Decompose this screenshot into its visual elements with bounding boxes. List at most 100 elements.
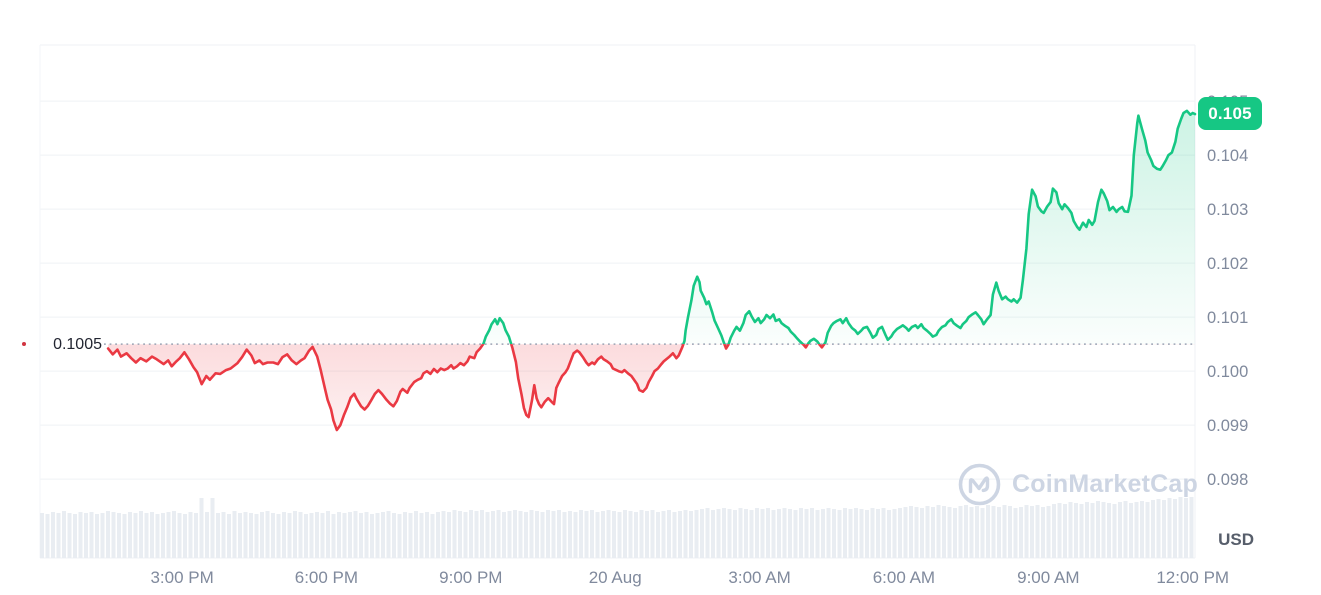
volume-bar: [56, 513, 61, 558]
volume-bar: [810, 508, 814, 558]
volume-bar: [612, 511, 616, 558]
volume-bar: [1041, 507, 1045, 558]
volume-bar: [711, 510, 715, 558]
volume-bar: [1167, 498, 1172, 558]
volume-bar: [755, 508, 759, 558]
volume-bar: [100, 513, 105, 558]
volume-bar: [513, 510, 517, 558]
volume-bar: [1096, 501, 1100, 558]
x-tick-label: 9:00 AM: [1017, 568, 1079, 587]
volume-bar: [865, 510, 869, 558]
volume-bar: [601, 511, 605, 558]
volume-bar: [914, 507, 919, 558]
volume-bar: [1107, 503, 1111, 558]
volume-bar: [375, 513, 380, 558]
volume-bar: [1024, 505, 1029, 558]
volume-bar: [903, 507, 908, 558]
volume-bar: [1057, 503, 1062, 558]
volume-bar: [1052, 504, 1056, 558]
volume-bar: [1178, 497, 1183, 558]
volume-bar: [793, 510, 798, 558]
volume-bar: [942, 506, 946, 558]
volume-bar: [502, 512, 506, 558]
volume-bar: [298, 512, 303, 558]
volume-bar: [738, 508, 743, 558]
volume-bar: [276, 514, 281, 558]
volume-bar: [210, 498, 215, 558]
volume-bar: [975, 506, 979, 558]
volume-bar: [73, 514, 77, 558]
volume-bar: [584, 511, 589, 558]
baseline-price-label: 0.1005: [53, 336, 102, 353]
volume-bar: [645, 511, 649, 558]
x-tick-label: 20 Aug: [589, 568, 642, 587]
volume-bar: [293, 511, 297, 558]
volume-bar: [606, 510, 611, 558]
y-axis-unit-label: USD: [1218, 530, 1254, 549]
volume-bar: [843, 508, 847, 558]
volume-bar: [254, 514, 259, 558]
volume-bar: [716, 509, 721, 558]
volume-bar: [518, 511, 523, 558]
x-tick-label: 3:00 PM: [150, 568, 213, 587]
volume-bar: [425, 512, 429, 558]
y-tick-label: 0.103: [1207, 201, 1248, 219]
volume-bar: [265, 511, 270, 558]
volume-bar: [535, 511, 539, 558]
volume-bar: [177, 513, 182, 558]
volume-bar: [183, 514, 187, 558]
volume-bar: [1085, 502, 1089, 558]
volume-bar: [876, 509, 880, 558]
volume-bar: [89, 512, 94, 558]
volume-bar: [953, 508, 957, 558]
volume-bar: [777, 509, 781, 558]
volume-bar: [958, 506, 963, 558]
volume-bar: [661, 511, 666, 558]
volume-bar: [1173, 499, 1177, 558]
volume-bar: [1184, 498, 1188, 558]
volume-bar: [705, 508, 710, 558]
volume-bar: [1134, 502, 1139, 558]
volume-bar: [188, 512, 193, 558]
volume-bar: [1013, 508, 1018, 558]
volume-bar: [133, 513, 138, 558]
volume-bar: [172, 511, 176, 558]
volume-bar: [485, 512, 490, 558]
volume-bar: [1063, 504, 1067, 558]
volume-bar: [359, 513, 363, 558]
volume-bar: [1162, 500, 1166, 558]
volume-bar: [309, 513, 314, 558]
volume-bar: [436, 512, 440, 558]
volume-bar: [700, 509, 704, 558]
volume-bar: [348, 512, 352, 558]
volume-bar: [1112, 504, 1117, 558]
volume-bar: [821, 509, 825, 558]
current-price-value: 0.105: [1208, 103, 1252, 123]
volume-bar: [683, 510, 688, 558]
volume-bar: [760, 509, 765, 558]
volume-bar: [1035, 505, 1040, 558]
volume-bar: [194, 513, 198, 558]
volume-bar: [782, 508, 787, 558]
volume-bar: [441, 511, 446, 558]
volume-bar: [507, 511, 512, 558]
volume-bar: [150, 512, 154, 558]
volume-bar: [678, 511, 682, 558]
volume-bar: [1118, 502, 1122, 558]
price-area-up: [483, 110, 1195, 345]
current-price-badge: 0.105: [1198, 97, 1262, 130]
volume-bar: [986, 505, 990, 558]
volume-bar: [936, 505, 941, 558]
volume-bar: [282, 512, 286, 558]
volume-bar: [331, 514, 336, 558]
volume-bar: [628, 511, 633, 558]
y-tick-label: 0.098: [1207, 471, 1248, 489]
volume-bar: [463, 512, 468, 558]
volume-bar: [623, 510, 627, 558]
volume-bar: [260, 512, 264, 558]
volume-bar: [815, 510, 820, 558]
volume-bar: [749, 510, 754, 558]
x-tick-label: 6:00 PM: [295, 568, 358, 587]
volume-bar: [870, 508, 875, 558]
